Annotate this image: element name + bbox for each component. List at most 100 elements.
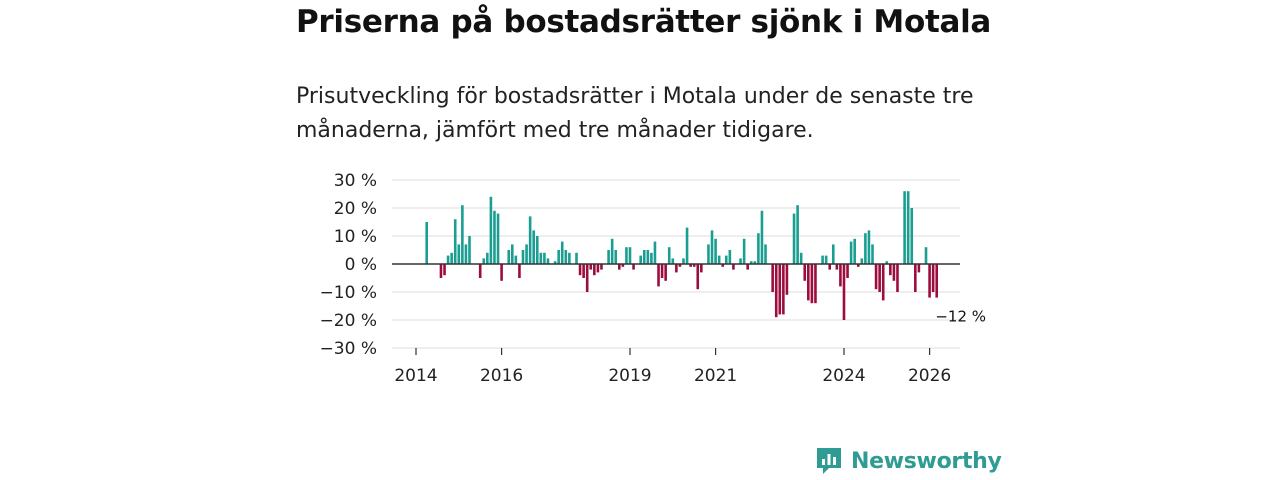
bar [671, 258, 675, 264]
bar [664, 264, 667, 281]
y-tick-label: −20 % [320, 311, 377, 331]
bar [906, 191, 910, 264]
bar [924, 247, 928, 264]
bar [842, 264, 846, 320]
bar [746, 264, 749, 270]
y-tick-label: 10 % [334, 227, 377, 247]
y-tick-label: 20 % [334, 199, 377, 219]
bar [796, 205, 799, 264]
bar [881, 264, 885, 301]
bar [700, 264, 703, 273]
bar [660, 264, 664, 278]
bar [867, 230, 871, 264]
bar [892, 264, 896, 281]
bar [885, 261, 889, 264]
bar [682, 258, 685, 264]
bar [839, 264, 842, 287]
bar [931, 264, 935, 292]
bar [689, 264, 692, 267]
bar [468, 236, 471, 264]
bar [500, 264, 503, 281]
bar [525, 244, 528, 264]
bar [596, 264, 600, 273]
bar [557, 250, 560, 264]
bar [478, 264, 482, 278]
bar [742, 238, 746, 264]
chart-title: Priserna på bostadsrätter sjönk i Motala [296, 4, 992, 40]
bar [678, 264, 682, 267]
bar [853, 238, 856, 264]
bar [446, 255, 450, 264]
bar [543, 252, 546, 264]
bar [871, 244, 874, 264]
bar [650, 252, 653, 264]
x-tick-label: 2019 [608, 366, 651, 386]
bar [593, 264, 596, 276]
bar [439, 264, 443, 278]
bar [667, 247, 671, 264]
bar [774, 264, 778, 318]
bar [510, 244, 514, 264]
y-tick-label: −30 % [320, 339, 377, 359]
bar [453, 219, 457, 264]
bar [553, 261, 557, 264]
bar [600, 264, 603, 270]
bar [878, 264, 881, 292]
bar [810, 264, 814, 304]
bar [621, 264, 625, 267]
bar [771, 264, 774, 292]
bar [864, 233, 867, 264]
bar [564, 250, 568, 264]
bar [803, 264, 807, 281]
bar [856, 264, 860, 267]
bar [507, 250, 511, 264]
newsworthy-logo-icon [817, 448, 841, 474]
bar [482, 258, 486, 264]
x-tick-label: 2014 [394, 366, 437, 386]
bar [425, 222, 428, 264]
bar [610, 238, 614, 264]
bar [493, 210, 496, 264]
bar [642, 250, 646, 264]
bar [935, 264, 939, 298]
bar [653, 241, 657, 264]
bar [760, 210, 764, 264]
bar [753, 261, 757, 264]
bar [617, 264, 621, 270]
bar [625, 247, 628, 264]
bar [514, 255, 518, 264]
chart-subtitle: Prisutveckling för bostadsrätter i Motal… [296, 84, 974, 143]
y-tick-label: 30 % [334, 171, 377, 191]
bar [489, 196, 493, 264]
bar [799, 252, 803, 264]
bar [575, 252, 578, 264]
bar [535, 236, 539, 264]
bar [450, 252, 453, 264]
bar [721, 264, 725, 267]
bar [807, 264, 810, 301]
bar [724, 255, 728, 264]
bar [696, 264, 700, 290]
y-tick-label: −10 % [320, 283, 377, 303]
bar [849, 241, 853, 264]
bar [539, 252, 543, 264]
bar [496, 213, 500, 264]
bar [614, 250, 618, 264]
bar [814, 264, 817, 304]
bar [443, 264, 446, 276]
bar [717, 255, 721, 264]
bar [739, 258, 742, 264]
bar [486, 252, 489, 264]
bar [757, 233, 760, 264]
x-tick-label: 2016 [480, 366, 523, 386]
bar [914, 264, 917, 292]
y-tick-label: 0 % [345, 255, 377, 275]
bar [792, 213, 796, 264]
bar [560, 241, 564, 264]
bar [778, 264, 782, 315]
bar [532, 230, 535, 264]
bar [528, 216, 532, 264]
bar [821, 255, 824, 264]
bar [582, 264, 585, 278]
